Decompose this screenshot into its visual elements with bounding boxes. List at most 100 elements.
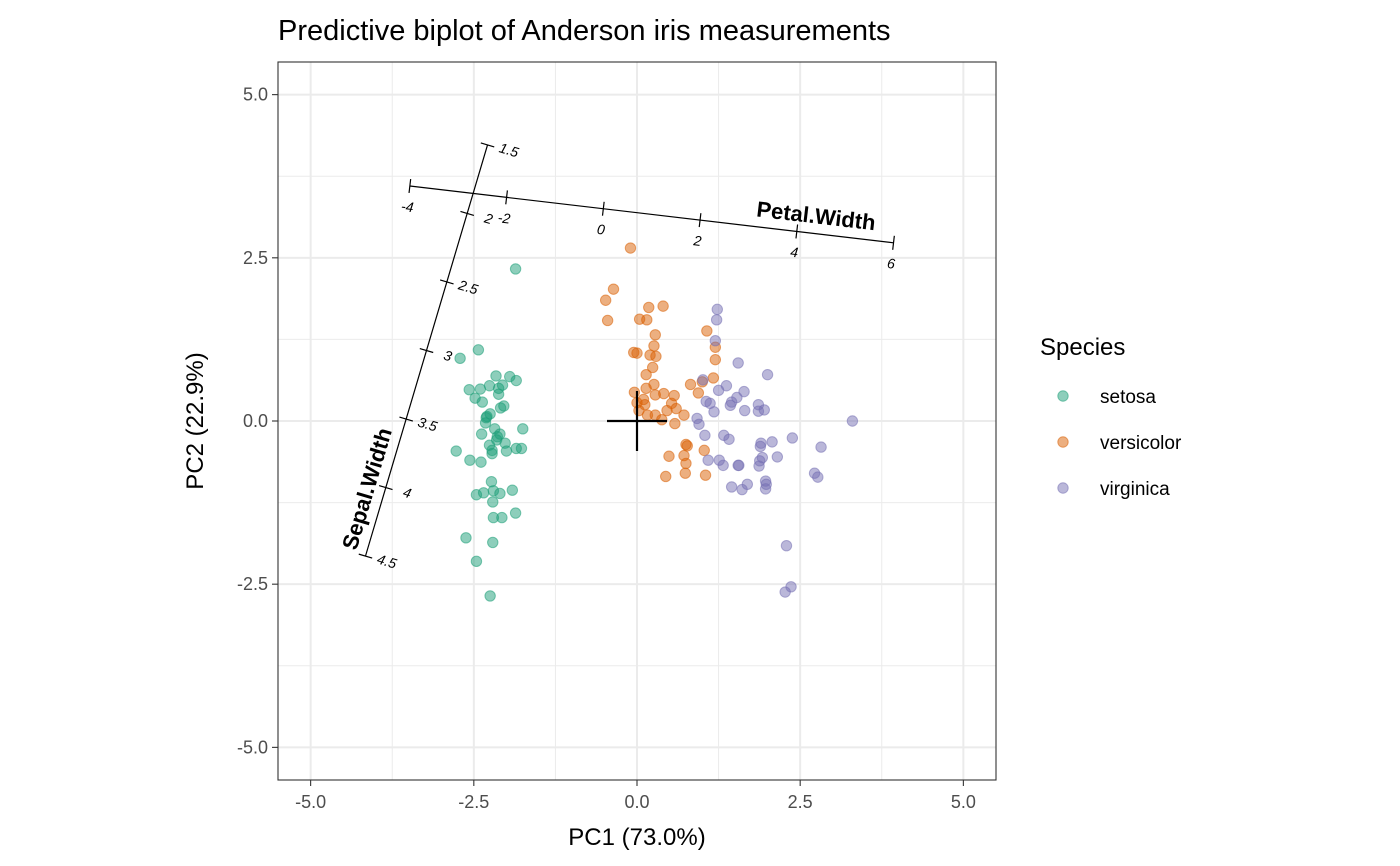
data-point-setosa bbox=[517, 423, 529, 435]
biplot-tick-label: 4.5 bbox=[375, 551, 398, 572]
data-point-versicolor bbox=[657, 300, 669, 312]
biplot-tick-mark bbox=[601, 201, 605, 216]
data-point-setosa bbox=[477, 487, 490, 499]
data-point-versicolor bbox=[641, 314, 653, 326]
biplot-tick-mark bbox=[892, 235, 895, 250]
data-point-setosa bbox=[487, 496, 499, 508]
data-point-virginica bbox=[780, 539, 793, 552]
data-point-versicolor bbox=[684, 378, 697, 391]
data-point-virginica bbox=[754, 440, 767, 453]
data-point-versicolor bbox=[680, 457, 692, 470]
data-point-setosa bbox=[460, 532, 472, 544]
data-point-virginica bbox=[693, 418, 705, 430]
biplot-tick-label: -4 bbox=[400, 198, 414, 215]
data-point-setosa bbox=[464, 454, 476, 466]
data-point-virginica bbox=[732, 357, 744, 369]
data-point-virginica bbox=[724, 399, 737, 412]
data-point-virginica bbox=[812, 471, 824, 483]
data-point-virginica bbox=[725, 481, 738, 493]
data-point-versicolor bbox=[669, 417, 681, 430]
data-point-virginica bbox=[700, 395, 712, 408]
data-point-versicolor bbox=[701, 325, 713, 337]
data-point-virginica bbox=[741, 478, 754, 491]
data-point-virginica bbox=[771, 451, 784, 463]
data-point-versicolor bbox=[692, 387, 705, 399]
data-point-virginica bbox=[761, 368, 774, 381]
y-tick-label: -5.0 bbox=[237, 737, 268, 757]
data-point-setosa bbox=[490, 434, 503, 446]
data-point-setosa bbox=[472, 344, 485, 356]
data-point-versicolor bbox=[661, 404, 673, 417]
legend-key-versicolor bbox=[1057, 436, 1069, 448]
biplot-tick-mark bbox=[358, 553, 373, 559]
biplot-tick-label: 3.5 bbox=[416, 414, 439, 435]
data-point-setosa bbox=[490, 370, 502, 382]
data-point-versicolor bbox=[601, 314, 614, 327]
biplot-tick-mark bbox=[795, 224, 799, 239]
biplot-tick-label: 1.5 bbox=[497, 139, 520, 160]
data-point-virginica bbox=[723, 433, 735, 445]
data-point-virginica bbox=[710, 314, 723, 326]
data-point-versicolor bbox=[670, 402, 682, 415]
y-tick-label: 0.0 bbox=[243, 411, 268, 431]
x-axis-title: PC1 (73.0%) bbox=[568, 824, 705, 851]
data-point-virginica bbox=[708, 406, 720, 418]
data-point-versicolor bbox=[631, 347, 643, 359]
x-tick-label: 2.5 bbox=[788, 792, 813, 812]
data-point-setosa bbox=[486, 444, 498, 457]
data-point-virginica bbox=[702, 454, 714, 466]
x-tick-label: -5.0 bbox=[295, 792, 326, 812]
biplot-tick-mark bbox=[505, 190, 508, 205]
legend-label-setosa: setosa bbox=[1100, 387, 1156, 408]
y-axis: -5.0 -2.5 0.0 2.5 5.0 bbox=[237, 85, 278, 757]
data-point-versicolor bbox=[607, 283, 620, 295]
biplot-tick-mark bbox=[419, 347, 434, 354]
biplot-axis-line bbox=[409, 185, 894, 244]
x-tick-label: 5.0 bbox=[951, 792, 976, 812]
x-tick-label: -2.5 bbox=[458, 792, 489, 812]
data-point-setosa bbox=[509, 507, 522, 519]
data-point-virginica bbox=[756, 451, 769, 464]
data-point-versicolor bbox=[707, 372, 720, 384]
center-marker bbox=[607, 391, 667, 451]
legend-title: Species bbox=[1040, 334, 1125, 361]
biplot-tick-label: 2.5 bbox=[456, 276, 480, 297]
data-point-virginica bbox=[697, 374, 709, 386]
data-point-virginica bbox=[709, 335, 722, 347]
data-point-versicolor bbox=[660, 470, 672, 483]
data-point-virginica bbox=[786, 432, 799, 444]
data-point-virginica bbox=[712, 384, 725, 397]
data-point-virginica bbox=[713, 454, 725, 466]
data-point-setosa bbox=[500, 445, 513, 457]
data-point-versicolor bbox=[679, 467, 692, 479]
y-tick-label: 5.0 bbox=[243, 85, 268, 105]
data-point-versicolor bbox=[624, 242, 637, 254]
biplot-tick-mark bbox=[698, 213, 702, 228]
y-tick-label: 2.5 bbox=[243, 248, 268, 268]
data-point-versicolor bbox=[656, 413, 668, 426]
biplot-tick-label: 2 bbox=[692, 232, 703, 249]
data-point-virginica bbox=[732, 459, 744, 472]
data-point-setosa bbox=[509, 263, 522, 275]
data-point-setosa bbox=[475, 428, 488, 440]
biplot-tick-label: 0 bbox=[596, 221, 606, 238]
chart-title: Predictive biplot of Anderson iris measu… bbox=[278, 15, 891, 47]
data-point-versicolor bbox=[698, 444, 710, 457]
data-point-setosa bbox=[494, 402, 507, 414]
data-point-versicolor bbox=[663, 450, 675, 462]
data-point-versicolor bbox=[678, 409, 690, 421]
data-point-setosa bbox=[485, 476, 498, 488]
data-point-versicolor bbox=[649, 329, 661, 341]
biplot-tick-mark bbox=[460, 210, 475, 216]
data-point-versicolor bbox=[599, 294, 612, 306]
data-point-setosa bbox=[494, 487, 506, 500]
biplot-tick-mark bbox=[408, 178, 412, 194]
legend-key-setosa bbox=[1057, 390, 1069, 402]
biplot-tick-mark bbox=[439, 279, 454, 285]
data-point-virginica bbox=[739, 404, 751, 417]
data-point-versicolor bbox=[646, 361, 659, 374]
data-point-setosa bbox=[487, 536, 499, 549]
data-point-virginica bbox=[759, 483, 772, 495]
biplot-tick-label: 6 bbox=[886, 255, 896, 272]
